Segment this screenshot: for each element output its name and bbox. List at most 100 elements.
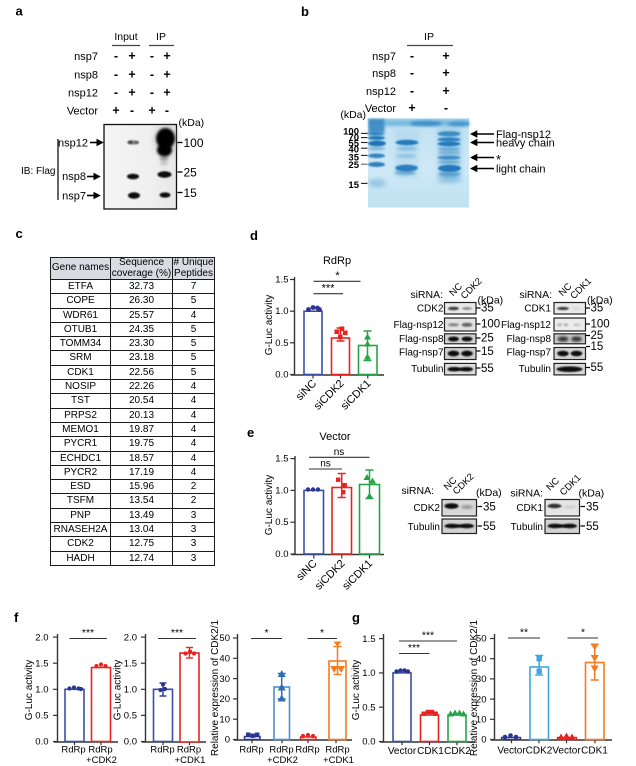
svg-text:light chain: light chain [496, 164, 546, 176]
svg-text:RdRp: RdRp [177, 745, 201, 756]
svg-text:1.0: 1.0 [275, 306, 288, 317]
svg-text:-: - [165, 104, 169, 118]
svg-text:G-Luc activity: G-Luc activity [24, 660, 35, 721]
svg-text:siNC: siNC [294, 558, 319, 583]
svg-text:***: *** [82, 627, 94, 639]
svg-text:*: * [496, 152, 501, 167]
svg-text:0.5: 0.5 [275, 517, 288, 528]
svg-text:15: 15 [481, 346, 494, 358]
svg-text:siRNA:: siRNA: [410, 289, 443, 301]
svg-text:*: * [320, 627, 324, 639]
svg-text:Relative expression of CDK2/1: Relative expression of CDK2/1 [210, 619, 221, 756]
svg-text:35: 35 [481, 303, 494, 315]
svg-text:e: e [247, 425, 254, 440]
svg-text:35: 35 [348, 152, 359, 163]
svg-text:-: - [150, 68, 154, 82]
svg-text:(kDa): (kDa) [587, 295, 613, 307]
svg-text:+CDK1: +CDK1 [323, 755, 354, 766]
svg-text:30: 30 [476, 674, 487, 685]
svg-text:0: 0 [225, 735, 230, 746]
svg-text:nsp7: nsp7 [372, 51, 396, 63]
svg-text:-: - [410, 49, 414, 63]
svg-text:nsp12: nsp12 [366, 86, 396, 98]
svg-text:25: 25 [184, 166, 198, 180]
svg-text:0.5: 0.5 [35, 711, 48, 722]
svg-text:(kDa): (kDa) [476, 487, 502, 499]
svg-text:Flag-nsp8: Flag-nsp8 [399, 334, 444, 345]
svg-text:nsp12: nsp12 [58, 138, 88, 150]
svg-text:100: 100 [481, 319, 500, 331]
svg-text:+: + [163, 68, 170, 82]
svg-text:1.0: 1.0 [124, 685, 137, 696]
svg-text:*: * [581, 627, 585, 639]
svg-text:1.5: 1.5 [275, 275, 288, 286]
svg-text:CDK2: CDK2 [417, 304, 444, 315]
svg-text:(kDa): (kDa) [179, 117, 205, 129]
svg-text:50: 50 [476, 634, 487, 645]
svg-text:siCDK1: siCDK1 [340, 558, 375, 593]
svg-text:RdRp: RdRp [269, 745, 293, 756]
svg-text:RdRp: RdRp [150, 745, 174, 756]
svg-text:RdRp: RdRp [323, 255, 351, 267]
svg-text:G-Luc activity: G-Luc activity [264, 475, 275, 536]
svg-text:Flag-nsp12: Flag-nsp12 [393, 320, 443, 331]
svg-text:+: + [442, 84, 449, 98]
svg-text:-: - [114, 49, 118, 63]
svg-text:-: - [410, 84, 414, 98]
svg-text:10: 10 [476, 715, 487, 726]
svg-text:20: 20 [476, 694, 487, 705]
svg-text:RdRp: RdRp [325, 745, 349, 756]
svg-text:100: 100 [591, 319, 610, 331]
svg-text:Vector: Vector [388, 746, 417, 757]
svg-text:+: + [163, 49, 170, 63]
svg-text:+: + [163, 86, 170, 100]
svg-text:+: + [148, 104, 155, 118]
svg-text:+CDK2: +CDK2 [267, 755, 298, 766]
svg-text:***: *** [408, 642, 420, 654]
svg-text:CDK1: CDK1 [516, 503, 543, 514]
svg-text:CDK1: CDK1 [524, 304, 551, 315]
svg-text:RdRp: RdRp [239, 745, 263, 756]
svg-text:25: 25 [591, 330, 604, 342]
svg-text:Tubulin: Tubulin [411, 364, 443, 375]
svg-text:10: 10 [219, 714, 230, 725]
svg-text:35: 35 [586, 502, 599, 514]
svg-text:Input: Input [114, 31, 137, 43]
svg-text:***: *** [422, 630, 434, 642]
svg-text:+: + [128, 68, 135, 82]
svg-text:-: - [114, 68, 118, 82]
svg-text:Flag-nsp12: Flag-nsp12 [501, 320, 551, 331]
svg-text:*: * [264, 627, 268, 639]
svg-text:-: - [130, 104, 134, 118]
svg-text:1.5: 1.5 [124, 658, 137, 669]
svg-text:-: - [150, 86, 154, 100]
svg-text:Tubulin: Tubulin [408, 522, 440, 533]
svg-text:b: b [301, 4, 309, 19]
svg-text:-: - [410, 66, 414, 80]
svg-text:55: 55 [586, 521, 599, 533]
svg-text:40: 40 [219, 654, 230, 665]
svg-text:siCDK1: siCDK1 [339, 378, 374, 413]
svg-text:heavy chain: heavy chain [496, 138, 555, 150]
svg-text:+: + [442, 49, 449, 63]
svg-text:nsp8: nsp8 [74, 70, 98, 82]
svg-text:+: + [128, 49, 135, 63]
svg-text:siRNA:: siRNA: [510, 488, 543, 500]
svg-text:*: * [335, 270, 340, 282]
svg-text:RdRp: RdRp [88, 745, 112, 756]
svg-text:a: a [16, 4, 24, 19]
svg-text:40: 40 [348, 145, 359, 156]
svg-text:Flag-nsp8: Flag-nsp8 [507, 334, 552, 345]
svg-text:***: *** [171, 627, 183, 639]
svg-text:***: *** [322, 283, 336, 295]
svg-text:CDK2: CDK2 [451, 471, 477, 497]
svg-text:2.0: 2.0 [124, 632, 137, 643]
svg-text:1.0: 1.0 [35, 685, 48, 696]
svg-text:ns: ns [320, 459, 331, 470]
svg-text:0.0: 0.0 [275, 549, 288, 560]
svg-text:Relative expression of CDK2/1: Relative expression of CDK2/1 [469, 619, 480, 756]
svg-text:(kDa): (kDa) [579, 488, 605, 500]
svg-text:+CDK1: +CDK1 [175, 755, 206, 766]
svg-text:nsp8: nsp8 [372, 68, 396, 80]
svg-text:IB: Flag: IB: Flag [21, 166, 55, 177]
